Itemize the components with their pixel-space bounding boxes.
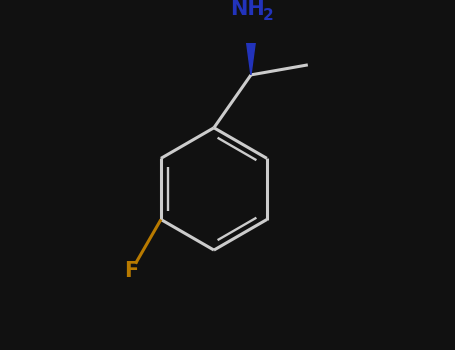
Polygon shape: [244, 24, 258, 75]
Text: 2: 2: [263, 8, 274, 23]
Text: F: F: [124, 261, 138, 281]
Text: NH: NH: [230, 0, 265, 19]
